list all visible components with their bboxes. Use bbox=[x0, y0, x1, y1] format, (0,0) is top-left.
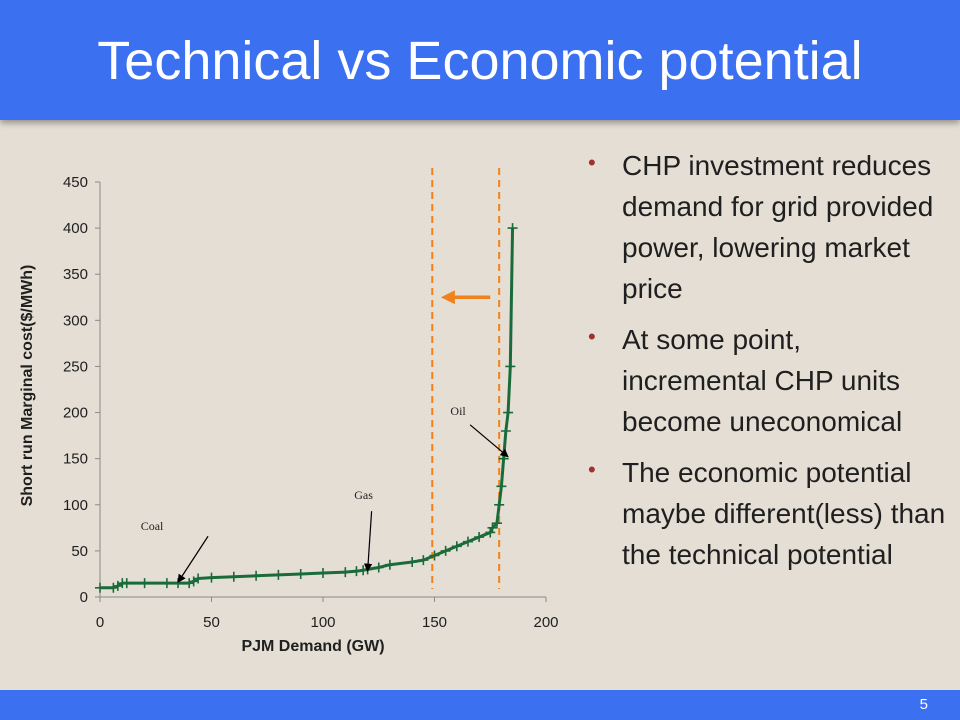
bullet-marker-icon: • bbox=[588, 324, 596, 349]
data-point-marker bbox=[407, 556, 418, 567]
bullet-text: The economic potential maybe different(l… bbox=[622, 457, 946, 570]
annotation-arrow-icon bbox=[177, 535, 209, 583]
x-axis-label: PJM Demand (GW) bbox=[241, 638, 384, 655]
data-point-marker bbox=[462, 536, 473, 547]
data-point-marker bbox=[494, 499, 505, 510]
y-tick-label: 50 bbox=[71, 543, 88, 560]
annotation-arrow-icon bbox=[469, 424, 509, 458]
slide-title: Technical vs Economic potential bbox=[97, 31, 863, 91]
data-point-marker bbox=[451, 541, 462, 552]
y-tick-label: 300 bbox=[63, 312, 88, 329]
demand-cost-chart: 0 50 100 150 200 250 300 350 400 450 0 50 100 150 200 P… bbox=[19, 168, 559, 655]
bullet-text: CHP investment reduces demand for grid p… bbox=[622, 150, 934, 304]
data-point-marker bbox=[228, 571, 239, 582]
data-point-marker bbox=[440, 545, 451, 556]
data-point-marker bbox=[95, 582, 105, 593]
y-tick-label: 400 bbox=[63, 220, 88, 237]
data-point-marker bbox=[206, 572, 217, 583]
bullet-marker-icon: • bbox=[588, 457, 596, 482]
bullet-marker-icon: • bbox=[588, 150, 596, 175]
bullet-item: • CHP investment reduces demand for grid … bbox=[588, 145, 953, 309]
data-point-marker bbox=[340, 567, 351, 578]
data-point-marker bbox=[139, 578, 150, 589]
annotation-label: Oil bbox=[450, 404, 466, 418]
data-point-marker bbox=[474, 532, 485, 543]
data-point-marker bbox=[351, 566, 362, 577]
data-point-marker bbox=[273, 569, 284, 580]
data-point-marker bbox=[496, 481, 507, 492]
y-tick-label: 350 bbox=[63, 266, 88, 283]
data-point-marker bbox=[318, 568, 328, 579]
y-tick-label: 100 bbox=[63, 497, 88, 514]
bullet-item: • The economic potential maybe different(… bbox=[588, 452, 953, 575]
data-point-marker bbox=[173, 578, 184, 589]
data-point-marker bbox=[491, 518, 502, 529]
data-point-marker bbox=[108, 582, 119, 593]
x-tick-label: 200 bbox=[533, 614, 558, 631]
annotation-arrow-icon bbox=[363, 511, 373, 573]
data-point-marker bbox=[429, 550, 440, 561]
data-point-marker bbox=[193, 573, 204, 584]
y-tick-label: 200 bbox=[63, 405, 88, 422]
x-tick-label: 150 bbox=[422, 614, 447, 631]
title-bar: Technical vs Economic potential bbox=[0, 0, 960, 120]
annotation-label: Coal bbox=[141, 519, 164, 533]
data-point-marker bbox=[251, 570, 262, 581]
x-tick-label: 50 bbox=[203, 614, 220, 631]
data-point-marker bbox=[295, 568, 306, 579]
y-tick-label: 250 bbox=[63, 358, 88, 375]
bullet-list: • CHP investment reduces demand for grid … bbox=[588, 145, 953, 585]
data-point-marker bbox=[373, 562, 384, 573]
y-tick-label: 0 bbox=[80, 589, 88, 606]
data-point-marker bbox=[384, 559, 395, 570]
annotation-label: Gas bbox=[354, 488, 373, 502]
data-point-marker bbox=[487, 522, 498, 533]
data-point-marker bbox=[418, 555, 429, 566]
y-axis-label: Short run Marginal cost($/MWh) bbox=[19, 265, 36, 507]
data-point-marker bbox=[507, 223, 518, 234]
data-point-marker bbox=[485, 527, 496, 538]
bullet-text: At some point, incremental CHP units bec… bbox=[622, 324, 903, 437]
data-point-marker bbox=[184, 578, 195, 589]
x-tick-label: 0 bbox=[96, 614, 104, 631]
bullet-item: • At some point, incremental CHP units be… bbox=[588, 319, 953, 442]
y-tick-label: 450 bbox=[63, 174, 88, 191]
y-tick-label: 150 bbox=[63, 451, 88, 468]
footer-bar: 5 bbox=[0, 690, 960, 720]
data-point-marker bbox=[500, 426, 511, 436]
data-point-marker bbox=[358, 565, 369, 576]
data-point-marker bbox=[503, 407, 514, 418]
page-number: 5 bbox=[919, 696, 928, 713]
data-point-marker bbox=[121, 578, 132, 589]
x-tick-label: 100 bbox=[310, 614, 335, 631]
data-point-marker bbox=[161, 578, 172, 589]
data-point-marker bbox=[505, 361, 516, 372]
